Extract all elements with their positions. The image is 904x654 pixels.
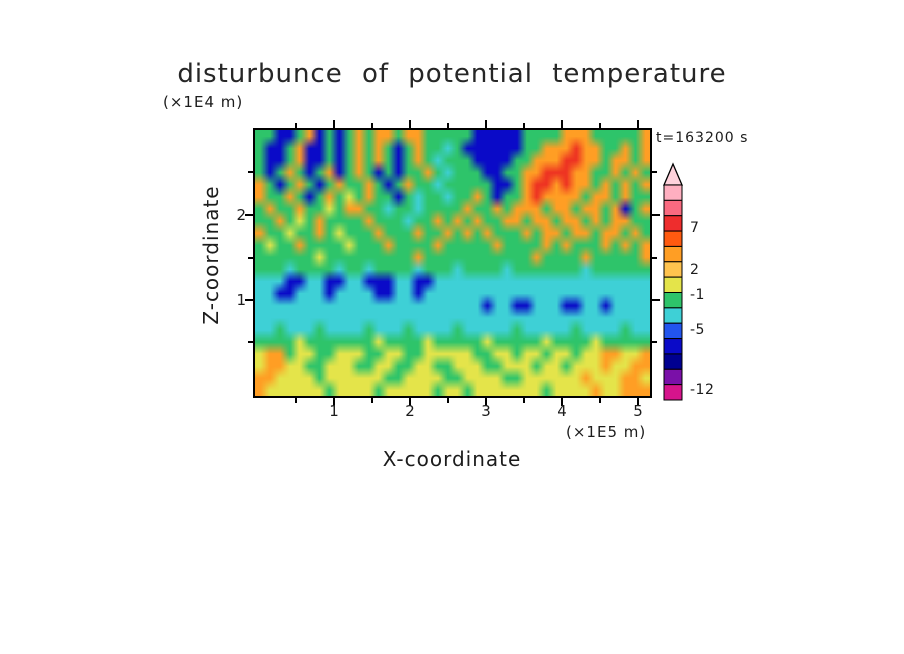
axis-tick [652, 171, 657, 173]
colorbar-segment [663, 215, 683, 232]
axis-tick [409, 120, 411, 128]
colorbar-segment [663, 184, 683, 201]
colorbar-segment [663, 353, 683, 370]
axis-tick [447, 398, 449, 403]
colorbar-tick-label: -12 [690, 381, 715, 398]
axis-tick [652, 299, 660, 301]
x-axis-title: X-coordinate [382, 447, 522, 471]
axis-tick [523, 398, 525, 403]
colorbar-segment [663, 261, 683, 278]
axis-tick [561, 398, 563, 406]
y-axis-title: Z-coordinate [199, 185, 223, 325]
axis-tick [295, 398, 297, 403]
heatmap-field [255, 130, 650, 396]
axis-tick [652, 257, 657, 259]
axis-tick [248, 171, 253, 173]
axis-tick [333, 120, 335, 128]
colorbar-segment [663, 368, 683, 386]
colorbar-segment [663, 322, 683, 340]
y-axis-units-label: (×1E4 m) [163, 93, 244, 111]
y-tick-label: 1 [236, 291, 246, 309]
axis-tick [637, 398, 639, 406]
axis-tick [447, 123, 449, 128]
colorbar-tick-label: 7 [690, 220, 700, 237]
axis-tick [561, 120, 563, 128]
colorbar [663, 162, 683, 401]
x-tick-label: 5 [633, 402, 643, 420]
axis-tick [599, 123, 601, 128]
x-axis-units-label: (×1E5 m) [566, 423, 647, 441]
colorbar-segment [663, 230, 683, 247]
x-tick-label: 2 [405, 402, 415, 420]
time-annotation: t=163200 s [656, 130, 749, 146]
axis-tick [485, 398, 487, 406]
axis-tick [637, 120, 639, 128]
colorbar-segment [663, 307, 683, 324]
axis-tick [485, 120, 487, 128]
colorbar-tick-label: -5 [690, 321, 705, 338]
axis-tick [371, 123, 373, 128]
plot-frame [253, 128, 652, 398]
colorbar-tick-label: 2 [690, 262, 700, 278]
axis-tick [409, 398, 411, 406]
chart-title: disturbunce of potential temperature [177, 59, 727, 89]
x-tick-label: 1 [329, 402, 339, 420]
axis-tick [652, 214, 660, 216]
colorbar-segment [663, 245, 683, 263]
axis-tick [652, 341, 657, 343]
y-tick-label: 2 [236, 206, 246, 224]
axis-tick [371, 398, 373, 403]
axis-tick [245, 214, 253, 216]
axis-tick [295, 123, 297, 128]
x-tick-label: 3 [481, 402, 491, 420]
axis-tick [333, 398, 335, 406]
axis-tick [248, 257, 253, 259]
axis-tick [245, 299, 253, 301]
colorbar-segment [663, 292, 683, 309]
colorbar-segment [663, 276, 683, 294]
colorbar-segment [663, 199, 683, 217]
axis-tick [599, 398, 601, 403]
axis-tick [248, 341, 253, 343]
colorbar-arrow [663, 162, 683, 186]
axis-tick [523, 123, 525, 128]
colorbar-segment [663, 338, 683, 355]
colorbar-tick-label: -1 [690, 286, 705, 303]
colorbar-segment [663, 384, 683, 401]
x-tick-label: 4 [557, 402, 567, 420]
